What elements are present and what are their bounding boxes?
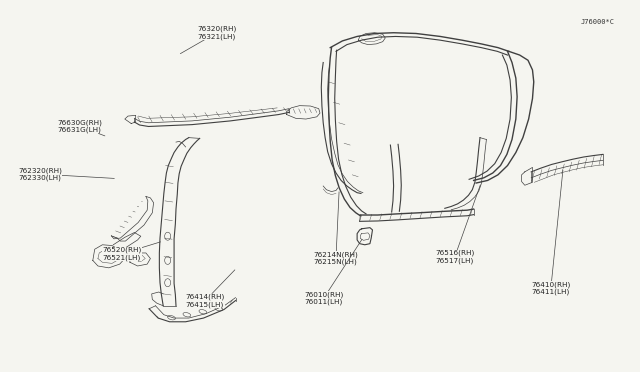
Text: 76410(RH)
76411(LH): 76410(RH) 76411(LH) <box>531 170 570 295</box>
Text: 76630G(RH)
76631G(LH): 76630G(RH) 76631G(LH) <box>58 119 105 136</box>
Text: 76414(RH)
76415(LH): 76414(RH) 76415(LH) <box>186 270 235 308</box>
Text: J76000*C: J76000*C <box>580 19 614 25</box>
Text: 76010(RH)
76011(LH): 76010(RH) 76011(LH) <box>304 239 362 305</box>
Text: 76214N(RH)
76215N(LH): 76214N(RH) 76215N(LH) <box>314 192 358 265</box>
Text: 76520(RH)
76521(LH): 76520(RH) 76521(LH) <box>102 242 161 261</box>
Text: 76516(RH)
76517(LH): 76516(RH) 76517(LH) <box>435 185 481 264</box>
Text: 76320(RH)
76321(LH): 76320(RH) 76321(LH) <box>180 26 236 54</box>
Text: 762320(RH)
762330(LH): 762320(RH) 762330(LH) <box>18 167 115 181</box>
